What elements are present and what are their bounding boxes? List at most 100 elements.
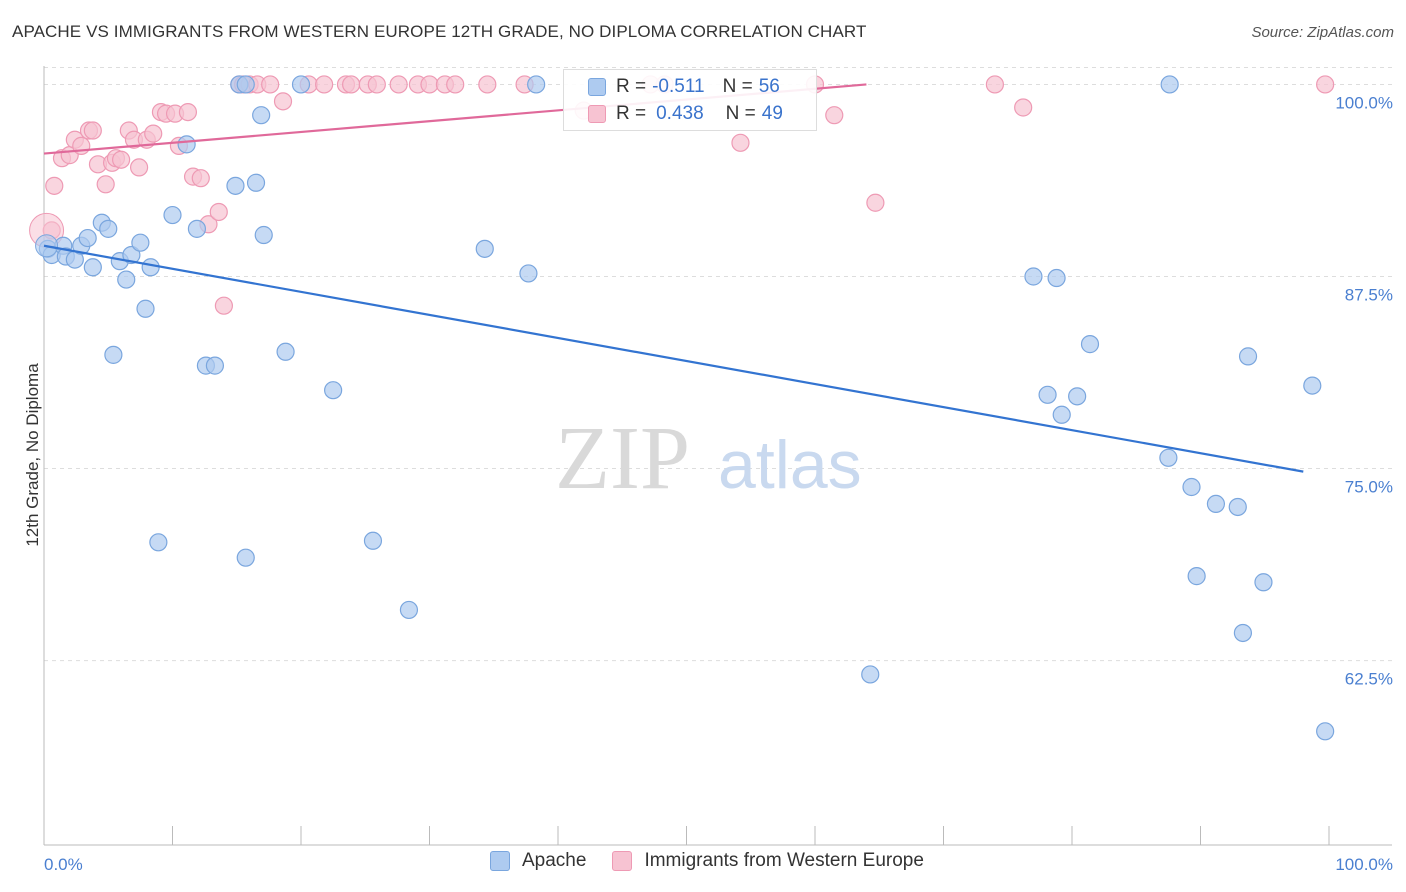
immigrants-point [478,75,497,94]
immigrants-point [129,158,149,177]
apache-point [1024,267,1043,286]
apache-point [187,219,207,238]
y-axis-label: 12th Grade, No Diploma [23,363,42,547]
y-tick-label: 100.0% [1335,93,1393,112]
immigrants-point [111,150,131,169]
immigrants-point [825,106,844,125]
immig-r-value: 0.438 [656,103,704,124]
apache-point [78,228,97,248]
apache-point [1316,722,1335,741]
series-legend: Apache Immigrants from Western Europe [490,850,950,872]
immig-stat-swatch [588,105,606,123]
apache-legend-swatch [490,851,510,871]
immigrants-point [191,169,210,188]
immigrants-point [96,175,115,194]
apache-point [131,233,150,252]
immigrants-point [342,75,361,94]
stats-legend: R = -0.511 N = 56 R = 0.438 N = 49 [563,69,817,131]
apache-n-label: N = [722,76,753,97]
apache-trend-line [43,244,1304,473]
legend-item-immigrants[interactable]: Immigrants from Western Europe [612,850,924,872]
immigrants-point [209,202,228,222]
apache-point [861,665,880,684]
immigrants-point [178,102,198,122]
apache-point [324,381,343,400]
apache-point [1228,497,1247,517]
chart-title: APACHE VS IMMIGRANTS FROM WESTERN EUROPE… [12,22,867,41]
apache-r-value: -0.511 [652,76,705,97]
apache-point [1160,75,1179,94]
apache-point [291,75,311,94]
apache-points [35,75,1335,741]
apache-point [1187,567,1206,586]
apache-r-label: R = [616,76,647,97]
apache-point [177,135,196,154]
apache-point [205,356,225,375]
apache-point [149,533,168,552]
apache-point [104,345,123,364]
immig-n-value: 49 [761,103,783,124]
apache-point [254,225,273,245]
immigrants-point [866,193,885,212]
immigrants-point [446,75,465,94]
apache-stat-row: R = -0.511 N = 56 [616,76,780,98]
apache-point [399,600,419,620]
apache-point [1047,268,1066,288]
tick-labels: 100.0% 87.5% 75.0% 62.5% 0.0% 100.0% [44,93,1393,874]
immigrants-point [389,75,408,94]
apache-point [475,239,494,258]
x-tick-label-max: 100.0% [1335,855,1393,874]
apache-point [1068,387,1087,406]
legend-label-immigrants: Immigrants from Western Europe [644,850,924,871]
apache-point [1159,448,1178,467]
immigrants-point [144,124,163,143]
apache-point [1254,573,1273,592]
immigrants-point [315,75,334,94]
watermark-zip: ZIP [555,409,690,508]
apache-point [276,342,295,361]
apache-n-value: 56 [758,76,780,97]
immigrants-point [367,75,386,94]
apache-point [99,219,118,238]
immigrants-point [45,176,64,195]
y-tick-label: 75.0% [1345,478,1393,497]
apache-point [363,531,383,550]
immigrants-point [1014,98,1033,117]
apache-point [136,299,155,318]
apache-point [519,264,538,283]
apache-point [246,173,266,192]
apache-stat-swatch [588,78,606,96]
apache-point [1080,335,1100,354]
legend-item-apache[interactable]: Apache [490,850,586,872]
immig-r-label: R = [616,103,647,124]
immig-legend-swatch [612,851,633,871]
immigrants-point [731,133,750,152]
apache-point [527,75,546,94]
apache-point [122,245,141,265]
apache-point [1206,494,1226,513]
x-tick-label-min: 0.0% [44,855,83,874]
immigrants-point [420,75,439,94]
source-credit: Source: ZipAtlas.com [1251,24,1394,41]
apache-point [163,205,182,225]
apache-point [117,270,136,289]
legend-label-apache: Apache [522,850,587,871]
immig-n-label: N = [725,103,756,124]
apache-point [1303,376,1322,395]
apache-point [83,258,102,277]
apache-point [236,75,255,94]
apache-point [1182,477,1201,497]
apache-point [1052,405,1071,424]
watermark-atlas: atlas [718,427,862,503]
y-tick-label: 87.5% [1345,285,1393,304]
apache-point [226,176,245,195]
immigrants-point [985,75,1005,94]
apache-point [1238,347,1258,366]
immig-stat-row: R = 0.438 N = 49 [616,103,783,125]
immigrants-point [273,92,293,111]
y-tick-label: 62.5% [1345,670,1393,689]
immigrants-point [261,75,280,94]
immigrants-point [1316,75,1335,94]
apache-point [141,258,160,277]
